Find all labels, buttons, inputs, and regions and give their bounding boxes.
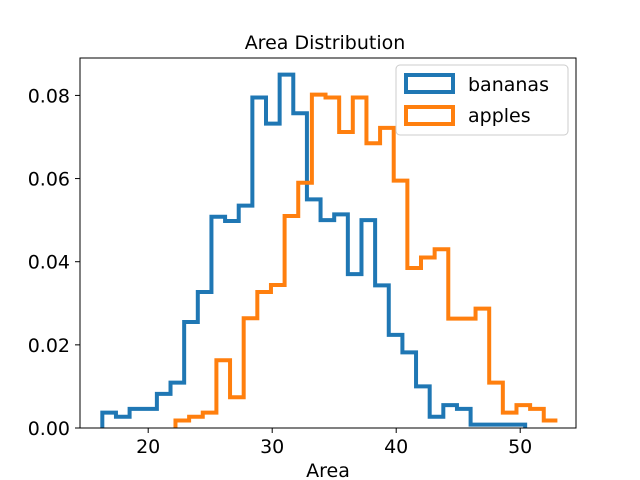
legend-label-apples: apples — [468, 105, 531, 127]
legend-swatch-apples — [404, 105, 455, 126]
x-axis: 20 30 40 50 — [136, 428, 532, 458]
x-tick-label: 20 — [136, 436, 160, 458]
y-tick-label: 0.08 — [28, 85, 70, 107]
x-tick-label: 30 — [260, 436, 284, 458]
y-tick-label: 0.00 — [28, 418, 70, 440]
plot-frame — [79, 57, 577, 429]
series-apples-step — [173, 92, 558, 428]
legend-box — [395, 64, 569, 136]
legend: bananas apples — [395, 64, 569, 136]
series-bananas-step — [100, 72, 528, 428]
x-axis-label: Area — [306, 460, 350, 480]
y-tick-label: 0.04 — [28, 252, 70, 274]
y-tick-label: 0.02 — [28, 335, 70, 357]
x-tick-label: 50 — [508, 436, 532, 458]
y-tick-label: 0.06 — [28, 169, 70, 191]
x-tick-label: 40 — [384, 436, 408, 458]
legend-label-bananas: bananas — [468, 74, 549, 96]
chart-title: Area Distribution — [245, 32, 406, 54]
series-layer — [100, 72, 558, 428]
legend-swatch-bananas — [404, 73, 455, 94]
y-axis: 0.00 0.02 0.04 0.06 0.08 — [28, 85, 80, 440]
